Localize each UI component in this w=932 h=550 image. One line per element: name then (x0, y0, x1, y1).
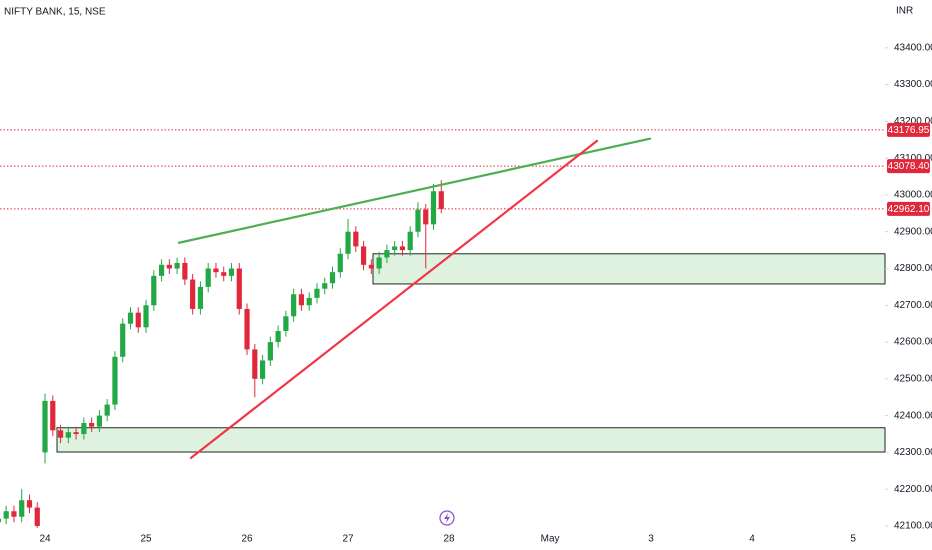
candle-body (399, 246, 406, 251)
x-tick-label: 26 (241, 534, 253, 545)
y-tick-label: 42600.00 (894, 337, 932, 348)
candle-body (89, 422, 95, 427)
zone (372, 253, 886, 285)
trend-line (177, 137, 652, 244)
candle-body (96, 415, 103, 427)
x-tick-label: 25 (140, 534, 152, 545)
y-tick-label: 42800.00 (894, 263, 932, 274)
candle-body (50, 400, 56, 431)
price-label: 43078.40 (888, 161, 930, 172)
candle-body (81, 422, 87, 435)
chart-title: NIFTY BANK, 15, NSE (4, 7, 106, 18)
candle-body (26, 500, 33, 508)
candle-body (0, 518, 1, 523)
x-tick-label: 27 (342, 534, 354, 545)
zone (56, 427, 886, 453)
y-tick-label: 42100.00 (894, 521, 932, 532)
candle-body (205, 268, 211, 287)
candle-body (182, 262, 188, 280)
x-tick-label: 24 (39, 534, 51, 545)
candle-body (151, 275, 157, 306)
candle-body (19, 500, 25, 517)
y-tick-label: 42900.00 (894, 226, 932, 237)
candle-body (430, 191, 437, 225)
x-tick-label: 5 (850, 534, 856, 545)
candle-body (423, 209, 429, 225)
candle-body (392, 246, 398, 251)
candle-body (267, 342, 273, 361)
candle-body (438, 191, 444, 209)
candle-body (73, 432, 79, 435)
candle-body (384, 250, 390, 258)
candle-body (166, 264, 172, 269)
y-tick-label: 42400.00 (894, 410, 932, 421)
candle-body (42, 400, 48, 453)
y-tick-label: 42500.00 (894, 373, 932, 384)
y-tick-label: 43000.00 (894, 190, 932, 201)
x-tick-label: 28 (443, 534, 455, 545)
candle-body (376, 257, 382, 269)
candle-body (322, 283, 328, 289)
candle-body (415, 209, 421, 232)
candle-body (221, 272, 227, 276)
candle-body (291, 294, 297, 317)
candle-body (368, 264, 374, 269)
candle-body (135, 312, 141, 328)
candle-body (3, 511, 9, 519)
candle-body (34, 507, 40, 526)
candle-body (360, 246, 367, 265)
candle-body (190, 279, 196, 309)
candle-body (306, 297, 312, 306)
candle-body (337, 253, 343, 273)
y-tick-label: 43200.00 (894, 116, 932, 127)
candle-body (213, 268, 219, 273)
candle-body (353, 231, 359, 247)
candle-body (345, 231, 351, 254)
candle-body (283, 316, 289, 332)
y-tick-label: 42700.00 (894, 300, 932, 311)
candle-body (65, 432, 71, 438)
candle-body (275, 331, 281, 343)
candle-body (174, 262, 180, 269)
candle-body (197, 286, 204, 309)
candle-body (407, 231, 413, 251)
y-tick-label: 42200.00 (894, 484, 932, 495)
candle-body (228, 268, 235, 276)
price-label: 42962.10 (888, 204, 930, 215)
candle-body (244, 308, 250, 350)
x-tick-label: 4 (749, 534, 755, 545)
trend-line (189, 139, 599, 460)
candle-body (57, 430, 64, 438)
icon-bolt (444, 513, 450, 523)
candle-body (112, 356, 118, 405)
candle-body (236, 268, 242, 309)
price-label-box (887, 122, 930, 137)
candle-body (158, 264, 165, 276)
x-tick-label: May (541, 534, 560, 545)
candle-body (120, 323, 126, 357)
icon-circle (439, 510, 455, 526)
y-tick-label: 42300.00 (894, 447, 932, 458)
y-tick-label: 43400.00 (894, 42, 932, 53)
x-tick-label: 3 (648, 534, 654, 545)
price-label-box (887, 201, 930, 216)
candle-body (329, 272, 336, 284)
candle-body (127, 312, 134, 324)
replay-icon[interactable] (439, 510, 455, 526)
y-tick-label: 43300.00 (894, 79, 932, 90)
y-tick-label: 43100.00 (894, 153, 932, 164)
candle-body (143, 305, 149, 328)
candle-body (252, 349, 258, 379)
price-label: 43176.95 (888, 125, 930, 136)
candle-body (314, 288, 320, 298)
candle-body (11, 511, 17, 517)
candle-body (298, 294, 305, 306)
price-label-box (887, 159, 930, 174)
candle-body (259, 360, 266, 379)
currency-label: INR (896, 6, 913, 17)
candle-body (104, 404, 110, 416)
